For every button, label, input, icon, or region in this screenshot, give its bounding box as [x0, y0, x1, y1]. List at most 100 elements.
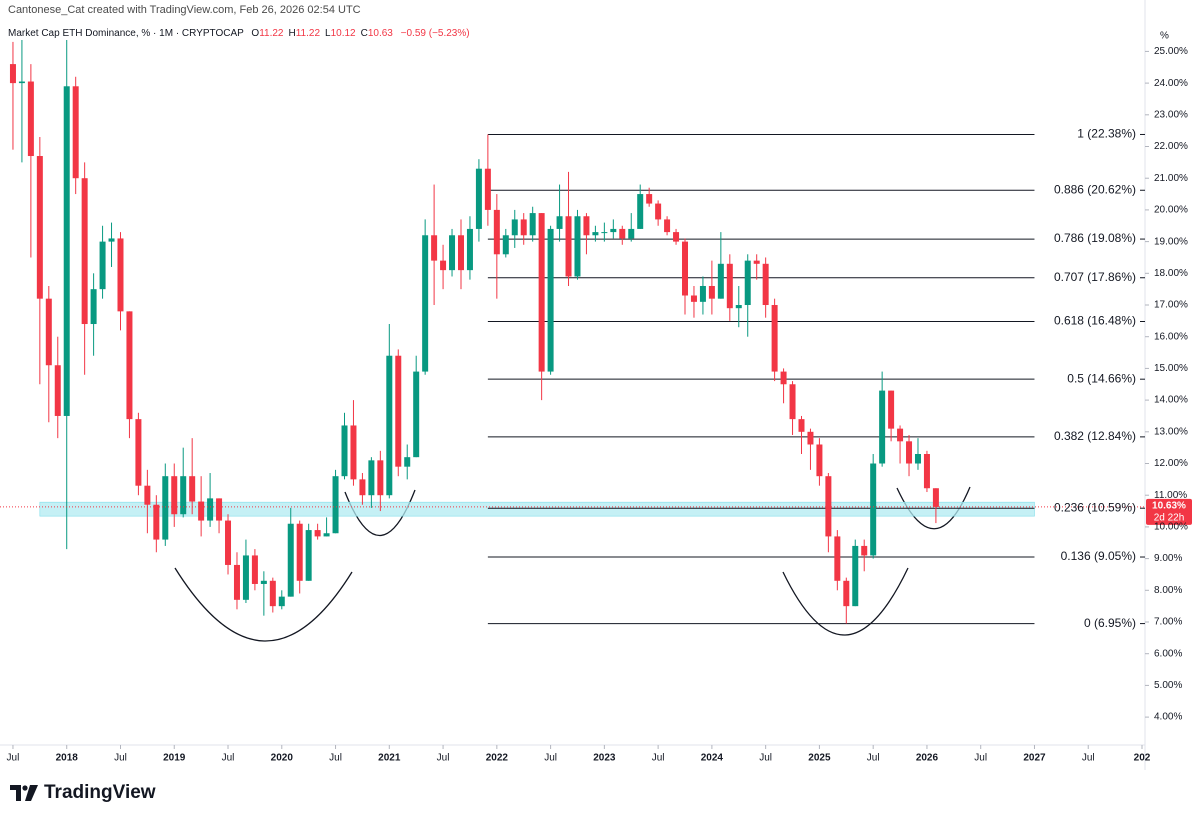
countdown: 2d 22h	[1154, 513, 1185, 524]
candle-body	[72, 86, 79, 179]
candle-body	[538, 213, 545, 372]
brand-name: TradingView	[44, 782, 156, 803]
candle-body	[556, 216, 563, 229]
candle-body	[54, 365, 61, 416]
fib-label: 0.707 (17.86%)	[1054, 270, 1136, 284]
fib-label: 1 (22.38%)	[1077, 127, 1136, 141]
candle-body	[126, 311, 133, 420]
y-tick-label: 9.00%	[1154, 553, 1182, 564]
plot-area	[0, 40, 1145, 642]
x-tick-label: Jul	[759, 753, 772, 764]
candle-body	[888, 390, 895, 429]
ohlc-value: 10.12	[330, 28, 356, 39]
candle-body	[99, 241, 106, 290]
y-tick-label: 5.00%	[1154, 680, 1182, 691]
cup-arc	[782, 567, 909, 636]
x-tick-label: 2025	[808, 753, 831, 764]
candle-body	[198, 501, 205, 521]
y-tick-label: 18.00%	[1154, 268, 1188, 279]
candle-body	[879, 390, 886, 464]
x-tick-label: 2027	[1023, 753, 1046, 764]
candle-body	[216, 498, 223, 521]
candle-body	[466, 228, 473, 271]
x-tick-label: 2018	[56, 753, 79, 764]
candle-body	[932, 488, 939, 507]
candle-body	[852, 545, 859, 607]
candle-body	[682, 241, 689, 296]
candle-body	[305, 530, 312, 581]
y-tick-label: 4.00%	[1154, 712, 1182, 723]
candle-body	[511, 219, 518, 236]
x-tick-label: Jul	[329, 753, 342, 764]
y-tick-label: 19.00%	[1154, 236, 1188, 247]
x-tick-label: 2024	[701, 753, 724, 764]
fib-label: 0.136 (9.05%)	[1061, 549, 1136, 563]
candle-body	[484, 168, 491, 210]
candle-body	[422, 235, 429, 372]
y-tick-label: 24.00%	[1154, 78, 1188, 89]
candle-body	[825, 476, 832, 537]
fib-label: 0.382 (12.84%)	[1054, 429, 1136, 443]
y-tick-label: 16.00%	[1154, 331, 1188, 342]
candle-body	[843, 580, 850, 607]
ohlc-key: H	[288, 28, 296, 39]
last-price-label: 10.63%	[1152, 501, 1186, 512]
candle-body	[368, 460, 375, 496]
candle-body	[36, 156, 43, 299]
candle-body	[789, 384, 796, 420]
candle-body	[251, 555, 258, 584]
candle-body	[780, 371, 787, 385]
candle-body	[171, 476, 178, 515]
y-tick-label: 25.00%	[1154, 46, 1188, 57]
candle-body	[583, 216, 590, 236]
candle-body	[207, 498, 214, 521]
fib-label: 0.786 (19.08%)	[1054, 231, 1136, 245]
candle-body	[762, 263, 769, 306]
y-tick-label: 21.00%	[1154, 173, 1188, 184]
candle-body	[502, 235, 509, 255]
candle-body	[923, 453, 930, 489]
y-tick-label: 20.00%	[1154, 205, 1188, 216]
fib-label: 0.618 (16.48%)	[1054, 314, 1136, 328]
candle-body	[27, 81, 34, 157]
candle-body	[117, 238, 124, 312]
y-tick-label: 7.00%	[1154, 617, 1182, 628]
candle-body	[395, 355, 402, 467]
last-price-box	[1146, 498, 1192, 525]
candle-body	[520, 219, 527, 236]
cup-arc	[174, 567, 353, 642]
y-tick-label: 12.00%	[1154, 458, 1188, 469]
y-tick-label: 23.00%	[1154, 109, 1188, 120]
candle-body	[440, 260, 447, 271]
candle-body	[798, 419, 805, 432]
candle-body	[708, 285, 715, 299]
candle-body	[63, 86, 70, 416]
y-tick-label: 17.00%	[1154, 300, 1188, 311]
x-tick-label: Jul	[652, 753, 665, 764]
x-tick-label: Jul	[544, 753, 557, 764]
candle-body	[870, 463, 877, 556]
candle-body	[619, 228, 626, 239]
candle-body	[233, 564, 240, 600]
candle-body	[135, 419, 142, 486]
candle-body	[771, 305, 778, 372]
candle-body	[807, 431, 814, 445]
candle-body	[242, 555, 249, 600]
ohlc-value: 11.22	[259, 28, 284, 39]
candle-body	[269, 580, 276, 607]
y-unit: %	[1160, 31, 1169, 42]
candle-body	[655, 203, 662, 220]
candle-body	[726, 263, 733, 309]
candle-body	[225, 520, 232, 565]
candle-body	[547, 228, 554, 372]
x-tick-label: 202	[1134, 753, 1151, 764]
candle-body	[90, 289, 97, 325]
fib-label: 0.886 (20.62%)	[1054, 182, 1136, 196]
candle-body	[350, 425, 357, 480]
candle-body	[897, 428, 904, 442]
candle-body	[592, 232, 599, 236]
candle-body	[673, 232, 680, 242]
candle-body	[717, 263, 724, 299]
